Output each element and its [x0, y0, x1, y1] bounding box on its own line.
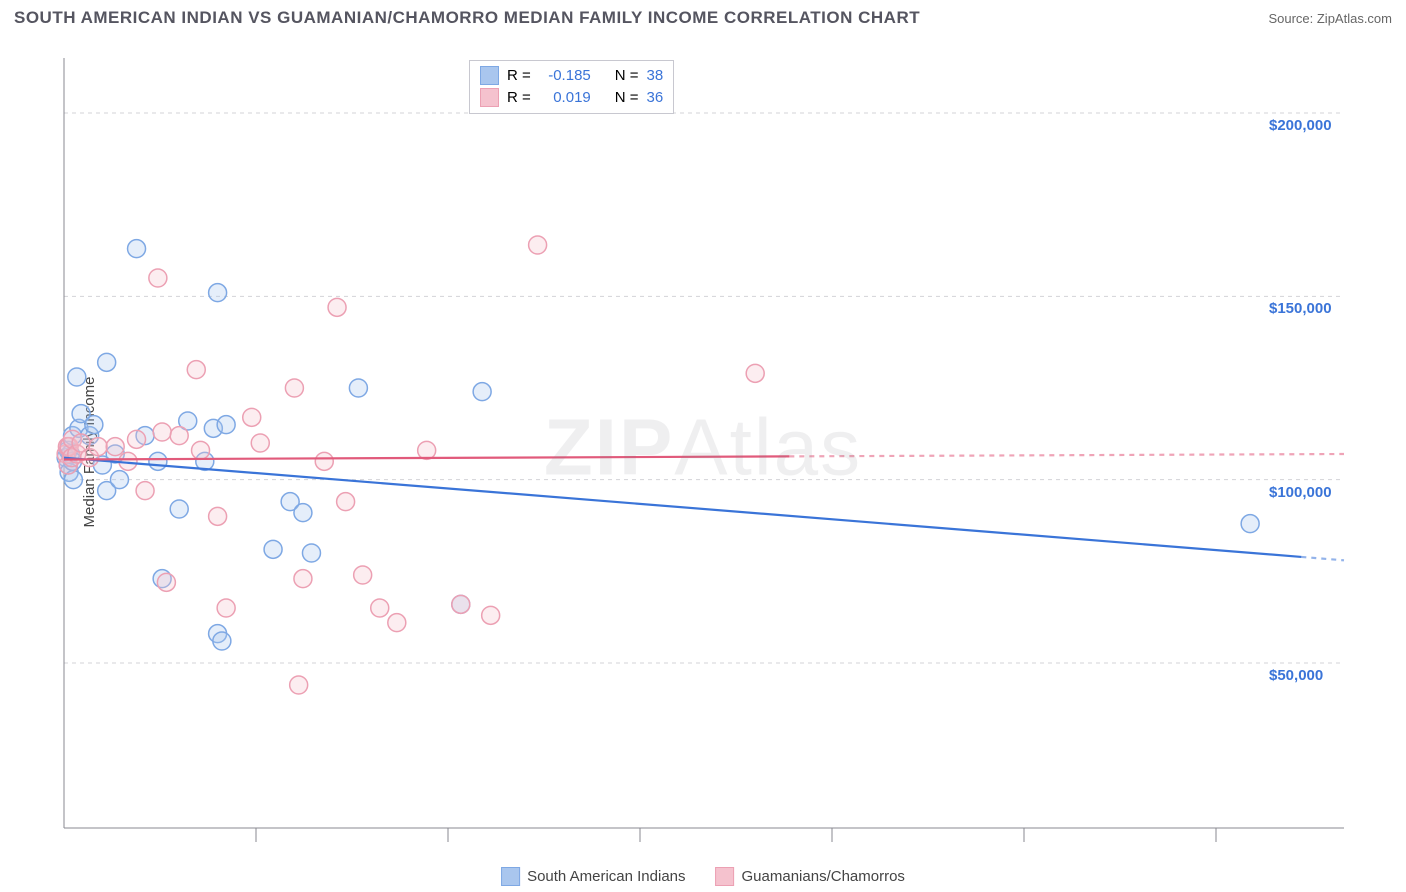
stats-n-label: N =: [615, 87, 639, 109]
series-swatch: [480, 66, 499, 85]
stats-row: R = 0.019 N = 36: [480, 87, 663, 109]
y-tick-label: $200,000: [1269, 117, 1332, 134]
stats-n-label: N =: [615, 65, 639, 87]
stats-r-value: 0.019: [539, 87, 591, 109]
legend-swatch: [501, 867, 520, 886]
y-tick-label: $50,000: [1269, 667, 1323, 684]
stats-n-value: 38: [647, 65, 664, 87]
legend-label: South American Indians: [527, 868, 685, 885]
source-link[interactable]: ZipAtlas.com: [1317, 11, 1392, 26]
source-prefix: Source:: [1268, 11, 1316, 26]
stats-n-value: 36: [647, 87, 664, 109]
y-tick-label: $100,000: [1269, 484, 1332, 501]
scatter-chart: [14, 42, 1384, 858]
source-attribution: Source: ZipAtlas.com: [1268, 11, 1392, 26]
legend-swatch: [716, 867, 735, 886]
legend-item: South American Indians: [501, 867, 685, 886]
stats-r-label: R =: [507, 65, 531, 87]
y-tick-label: $150,000: [1269, 300, 1332, 317]
chart-title: SOUTH AMERICAN INDIAN VS GUAMANIAN/CHAMO…: [14, 8, 920, 28]
series-swatch: [480, 88, 499, 107]
correlation-stats-box: R = -0.185 N = 38 R = 0.019 N = 36: [469, 60, 674, 114]
stats-r-label: R =: [507, 87, 531, 109]
stats-row: R = -0.185 N = 38: [480, 65, 663, 87]
legend-label: Guamanians/Chamorros: [742, 868, 905, 885]
stats-r-value: -0.185: [539, 65, 591, 87]
chart-container: Median Family Income ZIPAtlas R =-0.185N…: [14, 42, 1392, 862]
legend-item: Guamanians/Chamorros: [716, 867, 905, 886]
legend: South American Indians Guamanians/Chamorr…: [501, 867, 905, 886]
chart-header: SOUTH AMERICAN INDIAN VS GUAMANIAN/CHAMO…: [0, 0, 1406, 32]
